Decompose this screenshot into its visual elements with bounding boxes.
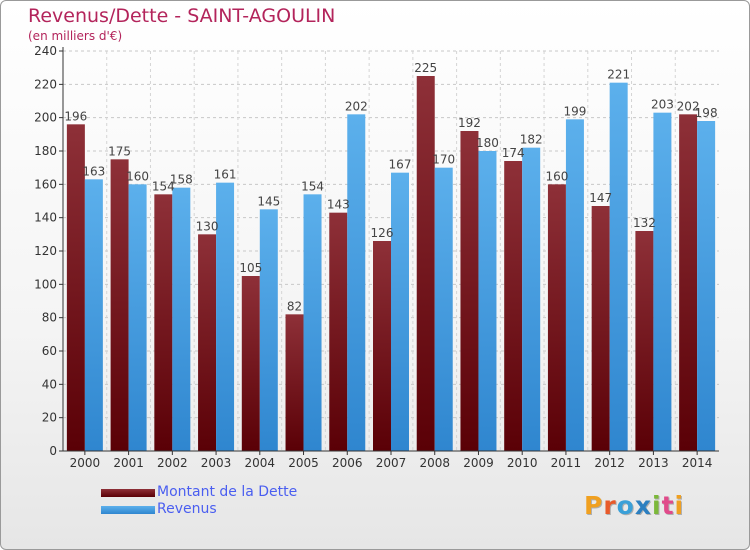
data-label-revenus: 203 bbox=[651, 98, 674, 112]
bar-dette bbox=[547, 184, 566, 452]
y-tick-label: 40 bbox=[42, 377, 57, 391]
y-tick-label: 180 bbox=[34, 144, 57, 158]
bar-revenus bbox=[609, 82, 628, 452]
bar-revenus bbox=[216, 182, 235, 451]
y-tick-label: 220 bbox=[34, 77, 57, 91]
bar-revenus bbox=[434, 167, 453, 451]
bar-revenus bbox=[653, 112, 672, 452]
data-label-dette: 82 bbox=[287, 299, 302, 313]
bar-dette bbox=[635, 231, 654, 451]
data-label-dette: 160 bbox=[545, 169, 568, 183]
bar-revenus bbox=[347, 114, 366, 451]
bar-revenus bbox=[478, 151, 497, 451]
bar-revenus bbox=[128, 184, 147, 452]
bar-dette bbox=[373, 241, 391, 451]
data-label-dette: 147 bbox=[589, 191, 612, 205]
data-label-dette: 175 bbox=[108, 144, 131, 158]
bar-revenus bbox=[697, 121, 716, 451]
data-label-revenus: 160 bbox=[126, 169, 149, 183]
data-label-revenus: 163 bbox=[82, 164, 105, 178]
x-tick-label: 2011 bbox=[551, 456, 582, 470]
proxiti-logo: Proxiti bbox=[584, 491, 685, 520]
bar-dette bbox=[198, 234, 217, 451]
bar-revenus bbox=[172, 187, 191, 451]
x-tick-label: 2010 bbox=[507, 456, 538, 470]
data-label-dette: 143 bbox=[327, 198, 350, 212]
data-label-revenus: 167 bbox=[389, 158, 412, 172]
x-tick-label: 2007 bbox=[376, 456, 407, 470]
data-label-dette: 154 bbox=[152, 179, 175, 193]
bar-dette bbox=[679, 114, 698, 451]
y-tick-label: 100 bbox=[34, 277, 57, 291]
bar-dette bbox=[154, 194, 173, 452]
bar-dette bbox=[241, 276, 260, 451]
x-tick-label: 2006 bbox=[332, 456, 363, 470]
bar-dette bbox=[504, 161, 523, 451]
chart-subtitle: (en milliers d'€) bbox=[28, 29, 123, 43]
data-label-revenus: 158 bbox=[170, 173, 193, 187]
y-tick-label: 20 bbox=[42, 411, 57, 425]
y-tick-label: 120 bbox=[34, 244, 57, 258]
data-label-revenus: 202 bbox=[345, 99, 368, 113]
y-tick-label: 240 bbox=[34, 44, 57, 58]
y-tick-label: 160 bbox=[34, 177, 57, 191]
bar-dette bbox=[285, 314, 304, 451]
bar-dette bbox=[110, 159, 129, 452]
data-label-revenus: 170 bbox=[432, 153, 455, 167]
x-tick-label: 2000 bbox=[70, 456, 101, 470]
bar-dette bbox=[460, 131, 479, 451]
bar-dette bbox=[329, 212, 348, 451]
bar-revenus bbox=[391, 172, 409, 451]
legend-swatch-dette bbox=[101, 489, 155, 497]
x-tick-label: 2005 bbox=[288, 456, 319, 470]
data-label-revenus: 221 bbox=[607, 68, 630, 82]
data-label-dette: 132 bbox=[633, 216, 656, 230]
y-tick-label: 60 bbox=[42, 344, 57, 358]
legend-label-dette: Montant de la Dette bbox=[157, 484, 298, 500]
x-tick-label: 2004 bbox=[245, 456, 276, 470]
data-label-revenus: 199 bbox=[563, 104, 586, 118]
x-tick-label: 2008 bbox=[419, 456, 450, 470]
data-label-dette: 130 bbox=[196, 219, 219, 233]
legend-label-revenus: Revenus bbox=[157, 501, 217, 517]
data-label-revenus: 180 bbox=[476, 136, 499, 150]
bar-dette bbox=[591, 206, 610, 451]
x-tick-label: 2012 bbox=[594, 456, 625, 470]
bar-revenus bbox=[84, 179, 103, 452]
bar-revenus bbox=[259, 209, 278, 451]
chart-title: Revenus/Dette - SAINT-AGOULIN bbox=[28, 5, 336, 27]
legend-swatch-revenus bbox=[101, 506, 155, 514]
y-tick-label: 80 bbox=[42, 311, 57, 325]
data-label-dette: 174 bbox=[502, 146, 525, 160]
data-label-dette: 126 bbox=[371, 226, 394, 240]
data-label-dette: 196 bbox=[64, 109, 87, 123]
y-tick-label: 0 bbox=[49, 444, 57, 458]
data-label-revenus: 145 bbox=[257, 194, 280, 208]
x-tick-label: 2009 bbox=[463, 456, 494, 470]
data-label-revenus: 161 bbox=[214, 168, 237, 182]
data-label-dette: 225 bbox=[414, 61, 437, 75]
bar-revenus bbox=[565, 119, 584, 451]
x-tick-label: 2003 bbox=[201, 456, 232, 470]
bar-dette bbox=[416, 76, 435, 451]
data-label-dette: 192 bbox=[458, 116, 481, 130]
x-tick-label: 2014 bbox=[682, 456, 713, 470]
x-tick-label: 2001 bbox=[113, 456, 144, 470]
data-label-revenus: 182 bbox=[520, 133, 543, 147]
data-label-revenus: 154 bbox=[301, 179, 324, 193]
x-tick-label: 2002 bbox=[157, 456, 188, 470]
y-tick-label: 200 bbox=[34, 111, 57, 125]
bar-dette bbox=[66, 124, 85, 451]
x-tick-label: 2013 bbox=[638, 456, 669, 470]
data-label-revenus: 198 bbox=[695, 106, 718, 120]
y-tick-label: 140 bbox=[34, 211, 57, 225]
bar-revenus bbox=[522, 147, 541, 451]
bar-revenus bbox=[303, 194, 322, 452]
data-label-dette: 105 bbox=[239, 261, 262, 275]
data-label-dette: 202 bbox=[677, 99, 700, 113]
